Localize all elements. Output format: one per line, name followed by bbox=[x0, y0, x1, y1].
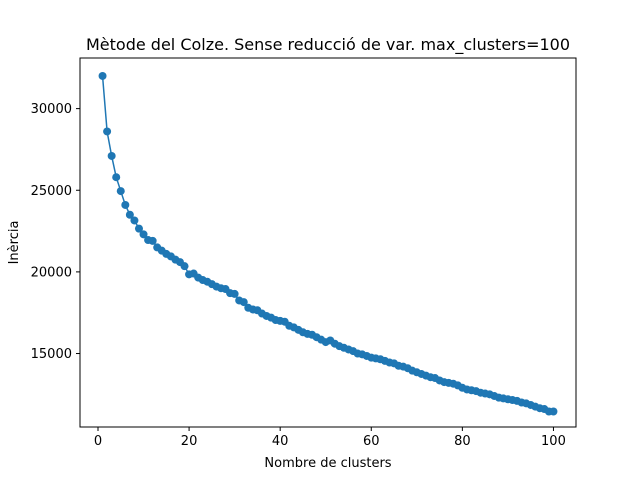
x-tick-label: 80 bbox=[454, 434, 471, 449]
y-tick-label: 15000 bbox=[31, 347, 72, 362]
y-tick-label: 30000 bbox=[31, 102, 72, 117]
x-axis-ticks: 0 20 40 60 80 100 bbox=[94, 427, 566, 449]
y-tick-label: 25000 bbox=[31, 184, 72, 199]
data-point bbox=[180, 262, 189, 271]
data-point bbox=[107, 151, 116, 160]
data-point bbox=[134, 224, 143, 233]
data-point bbox=[139, 230, 148, 239]
y-tick-label: 20000 bbox=[31, 265, 72, 280]
data-point bbox=[230, 289, 239, 298]
data-point bbox=[112, 173, 121, 182]
data-point bbox=[549, 407, 558, 416]
data-point bbox=[103, 127, 112, 136]
plot-content bbox=[98, 71, 558, 416]
data-point bbox=[130, 216, 139, 225]
data-point bbox=[116, 187, 125, 196]
data-point bbox=[148, 236, 157, 245]
x-tick-label: 100 bbox=[541, 434, 566, 449]
y-axis-label: Inèrcia bbox=[7, 221, 22, 265]
x-tick-label: 40 bbox=[272, 434, 289, 449]
x-tick-label: 60 bbox=[363, 434, 380, 449]
plot-frame bbox=[79, 57, 577, 428]
y-axis-ticks: 15000 20000 25000 30000 bbox=[31, 102, 80, 362]
data-point bbox=[239, 298, 248, 307]
x-tick-label: 20 bbox=[181, 434, 198, 449]
data-point bbox=[125, 210, 134, 219]
data-point bbox=[121, 200, 130, 209]
x-axis-label: Nombre de clusters bbox=[264, 456, 391, 471]
x-tick-label: 0 bbox=[94, 434, 102, 449]
chart-title: Mètode del Colze. Sense reducció de var.… bbox=[86, 35, 570, 55]
data-point bbox=[98, 71, 107, 80]
